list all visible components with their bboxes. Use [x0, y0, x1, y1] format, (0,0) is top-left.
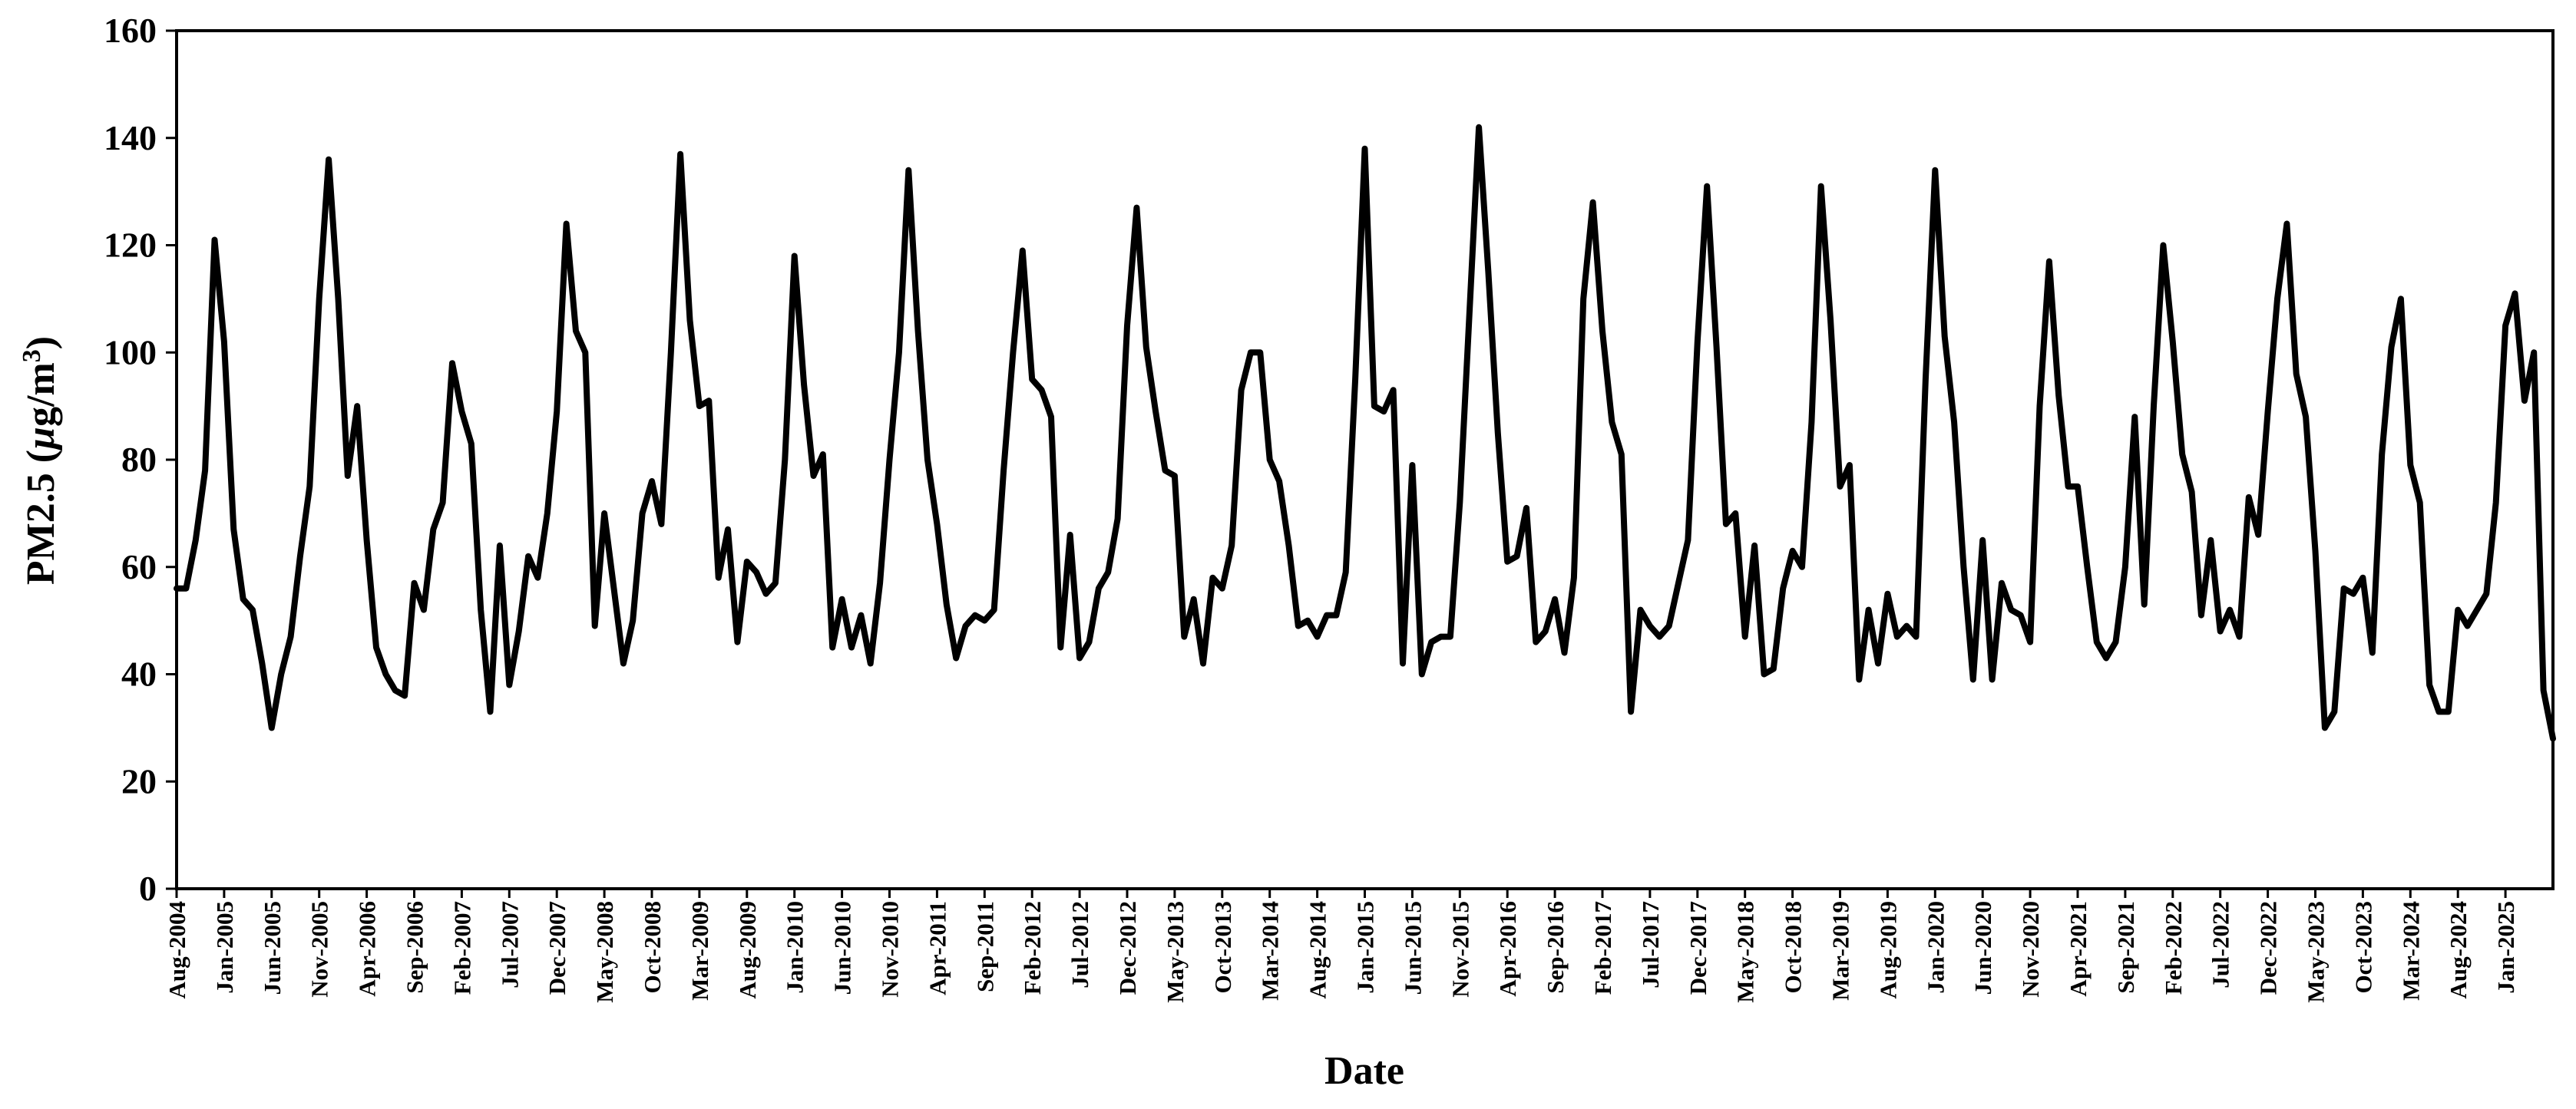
y-tick-label: 60 [121, 547, 157, 586]
y-tick-label: 120 [104, 226, 157, 265]
x-tick-label: Apr-2016 [1494, 901, 1521, 997]
x-tick-label: Jul-2012 [1066, 901, 1093, 989]
x-tick-label: Aug-2019 [1874, 901, 1901, 998]
x-tick-label: Sep-2006 [402, 901, 428, 994]
x-tick-label: Oct-2018 [1780, 901, 1807, 994]
y-axis-title-prefix: PM2.5 ( [19, 450, 63, 585]
x-tick-label: Apr-2006 [354, 901, 381, 997]
x-tick-label: Jan-2010 [782, 901, 809, 994]
y-axis-title-suffix: ) [19, 336, 63, 349]
x-tick-label: Aug-2009 [734, 901, 761, 998]
y-axis-title: PM2.5 (µg/m3) [18, 336, 63, 585]
x-tick-label: Nov-2020 [2017, 901, 2044, 998]
x-tick-label: Mar-2014 [1257, 901, 1284, 1001]
x-tick-label: Jun-2010 [829, 901, 856, 995]
x-tick-label: Mar-2019 [1827, 901, 1854, 1001]
y-tick-label: 160 [104, 11, 157, 50]
x-tick-label: Feb-2012 [1019, 901, 1046, 995]
x-tick-label: Aug-2004 [164, 901, 190, 998]
x-tick-label: Dec-2017 [1685, 901, 1711, 995]
y-tick-label: 100 [104, 332, 157, 371]
x-tick-label: Jan-2005 [211, 901, 238, 994]
x-tick-label: May-2013 [1162, 901, 1189, 1003]
x-tick-label: Feb-2017 [1589, 901, 1616, 995]
x-tick-label: Jan-2015 [1352, 901, 1379, 994]
x-tick-label: Jun-2020 [1969, 901, 1996, 995]
y-tick-label: 40 [121, 655, 157, 694]
x-tick-label: Sep-2011 [971, 901, 998, 992]
x-tick-label: Jun-2015 [1399, 901, 1426, 995]
x-tick-label: Dec-2012 [1114, 901, 1141, 995]
x-tick-label: Feb-2022 [2160, 901, 2187, 995]
y-axis-title-sup: 3 [18, 349, 46, 362]
y-tick-label: 80 [121, 440, 157, 479]
x-tick-label: Jul-2022 [2207, 901, 2234, 989]
y-axis-title-unit: g/m [19, 362, 63, 427]
x-tick-label: Jan-2020 [1922, 901, 1949, 994]
x-tick-label: Jul-2007 [496, 901, 523, 989]
x-axis-title: Date [1324, 1049, 1404, 1093]
x-tick-label: Dec-2007 [544, 901, 570, 995]
x-tick-label: Apr-2021 [2065, 901, 2092, 997]
x-tick-label: Nov-2005 [306, 901, 333, 998]
x-tick-label: Aug-2014 [1305, 901, 1331, 998]
x-tick-label: Mar-2024 [2397, 901, 2424, 1001]
x-tick-label: May-2018 [1732, 901, 1759, 1003]
x-tick-label: Apr-2011 [924, 901, 951, 995]
x-tick-label: Jul-2017 [1637, 901, 1664, 989]
x-tick-label: Jan-2025 [2492, 901, 2519, 994]
y-axis-title-mu: µ [19, 427, 63, 451]
x-tick-label: Jun-2005 [259, 901, 286, 995]
x-tick-label: Sep-2021 [2112, 901, 2139, 994]
x-tick-label: Dec-2022 [2255, 901, 2282, 995]
y-tick-label: 20 [121, 761, 157, 800]
y-tick-label: 140 [104, 118, 157, 157]
x-tick-label: May-2008 [591, 901, 618, 1003]
x-tick-label: Sep-2016 [1542, 901, 1569, 994]
y-axis-ticks: 0 20 40 60 80 100 120 140 160 [104, 11, 177, 908]
x-axis-ticks: Aug-2004 Jan-2005 Jun-2005 Nov-2005 Apr-2006… [164, 889, 2519, 1003]
x-tick-label: Nov-2010 [877, 901, 904, 998]
x-tick-label: Nov-2015 [1447, 901, 1473, 998]
x-tick-label: Feb-2007 [448, 901, 475, 995]
x-tick-label: Oct-2023 [2349, 901, 2376, 994]
x-tick-label: May-2023 [2303, 901, 2330, 1003]
pm25-series-line [174, 124, 2556, 742]
x-tick-label: Oct-2013 [1209, 901, 1236, 994]
x-tick-label: Oct-2008 [639, 901, 666, 994]
x-tick-label: Mar-2009 [686, 901, 713, 1001]
y-tick-label: 0 [139, 869, 157, 908]
x-tick-label: Aug-2024 [2445, 901, 2472, 998]
